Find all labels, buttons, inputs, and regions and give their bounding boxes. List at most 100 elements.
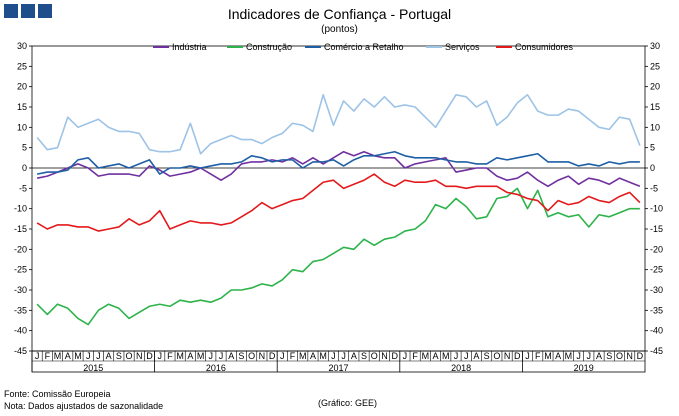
month-label: M — [565, 351, 573, 361]
month-label: D — [637, 351, 644, 361]
month-label: J — [96, 351, 101, 361]
series-line-consumidores — [36, 173, 641, 232]
y-tick-label-left: -20 — [14, 244, 27, 254]
y-tick-label-right: -15 — [650, 224, 663, 234]
month-label: O — [126, 351, 133, 361]
month-label: F — [535, 351, 541, 361]
y-tick-label-right: 20 — [650, 82, 660, 92]
month-label: A — [187, 351, 193, 361]
month-label: A — [310, 351, 316, 361]
y-tick-label-right: 0 — [650, 163, 655, 173]
y-tick-label-left: -30 — [14, 285, 27, 295]
month-label: F — [412, 351, 418, 361]
legend: Indústria Construção Comércio a Retalho Ser… — [153, 42, 574, 52]
month-label: N — [259, 351, 266, 361]
y-tick-label-right: 25 — [650, 61, 660, 71]
month-label: A — [473, 351, 479, 361]
y-tick-label-left: 10 — [17, 122, 27, 132]
month-label: A — [65, 351, 71, 361]
legend-label: Serviços — [445, 42, 480, 52]
month-label: A — [433, 351, 439, 361]
y-tick-label-right: -20 — [650, 244, 663, 254]
y-tick-label-right: -30 — [650, 285, 663, 295]
month-label: J — [157, 351, 162, 361]
month-label: S — [484, 351, 490, 361]
month-label: S — [606, 351, 612, 361]
month-label: J — [219, 351, 224, 361]
month-label: A — [228, 351, 234, 361]
month-label: S — [238, 351, 244, 361]
year-label: 2019 — [574, 363, 594, 373]
series-line-construcao — [36, 187, 640, 326]
y-tick-label-left: 20 — [17, 82, 27, 92]
series-group — [36, 94, 641, 326]
month-label: J — [35, 351, 40, 361]
y-tick-label-left: 15 — [17, 102, 27, 112]
month-label: A — [596, 351, 602, 361]
adjustment-note: Nota: Dados ajustados de sazonalidade — [4, 401, 164, 411]
plot-border — [31, 45, 646, 352]
chart-title: Indicadores de Confiança - Portugal — [227, 6, 452, 22]
month-label: J — [403, 351, 408, 361]
legend-label: Indústria — [172, 42, 207, 52]
y-tick-label-right: -25 — [650, 265, 663, 275]
month-label: N — [504, 351, 511, 361]
month-label: A — [555, 351, 561, 361]
month-label: N — [381, 351, 388, 361]
month-label: M — [299, 351, 307, 361]
y-tick-label-right: -35 — [650, 305, 663, 315]
month-label: J — [525, 351, 530, 361]
month-label: J — [331, 351, 336, 361]
year-label: 2015 — [83, 363, 103, 373]
source-note: Fonte: Comissão Europeia — [4, 389, 111, 399]
y-tick-label-left: -40 — [14, 326, 27, 336]
month-label: M — [74, 351, 82, 361]
month-label: M — [422, 351, 430, 361]
y-tick-label-right: -40 — [650, 326, 663, 336]
y-tick-label-left: 0 — [22, 163, 27, 173]
y-tick-label-left: -5 — [19, 183, 27, 193]
credit-note: (Gráfico: GEE) — [318, 398, 378, 408]
gee-logo — [4, 4, 52, 18]
y-tick-label-left: -15 — [14, 224, 27, 234]
y-tick-label-left: -35 — [14, 305, 27, 315]
y-tick-label-left: 5 — [22, 143, 27, 153]
legend-label: Comércio a Retalho — [324, 42, 404, 52]
month-label: J — [454, 351, 459, 361]
series-line-industria — [36, 150, 641, 188]
month-label: M — [197, 351, 205, 361]
y-axis-left: 30 25 20 15 10 5 0 -5 -10 -15 -20 -25 -30 -35 -40 -45 — [14, 41, 32, 356]
month-label: J — [587, 351, 592, 361]
series-line-comercio-a-retalho — [36, 150, 640, 175]
month-label: S — [116, 351, 122, 361]
month-label: D — [514, 351, 521, 361]
month-label: J — [280, 351, 285, 361]
month-label: N — [626, 351, 633, 361]
year-label: 2017 — [328, 363, 348, 373]
y-tick-label-left: -10 — [14, 204, 27, 214]
y-tick-label-right: 5 — [650, 143, 655, 153]
month-label: O — [616, 351, 623, 361]
year-label: 2016 — [206, 363, 226, 373]
month-label: S — [361, 351, 367, 361]
month-label: A — [351, 351, 357, 361]
y-tick-label-right: -5 — [650, 183, 658, 193]
month-label: M — [544, 351, 552, 361]
y-tick-label-right: -10 — [650, 204, 663, 214]
month-label: D — [269, 351, 276, 361]
month-label: J — [86, 351, 91, 361]
chart-subtitle: (pontos) — [321, 24, 358, 35]
year-label: 2018 — [451, 363, 471, 373]
month-label: D — [391, 351, 398, 361]
month-label: O — [248, 351, 255, 361]
month-label: J — [464, 351, 469, 361]
month-label: O — [493, 351, 500, 361]
y-tick-label-left: -45 — [14, 346, 27, 356]
month-label: M — [176, 351, 184, 361]
legend-label: Consumidores — [515, 42, 574, 52]
y-tick-label-left: 25 — [17, 61, 27, 71]
month-label: J — [576, 351, 581, 361]
y-tick-label-right: -45 — [650, 346, 663, 356]
y-tick-label-right: 15 — [650, 102, 660, 112]
